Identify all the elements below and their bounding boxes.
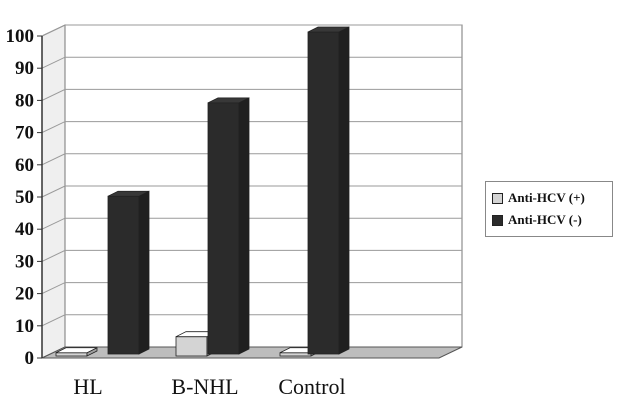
legend-label-anti-hcv-positive: Anti-HCV (+) [508,190,585,205]
bar-top [107,190,150,197]
chart-walls [41,24,463,359]
y-axis-ticks: 0 10 20 30 40 50 60 70 80 90 100 [6,26,42,369]
bar-front [307,31,340,355]
bar-front [175,336,208,357]
bar-top [55,347,98,354]
bars [55,26,350,357]
x-category-label: HL [73,374,102,399]
legend-swatch-anti-hcv-negative [492,214,503,226]
bar-side [138,190,150,355]
bar-side [238,97,250,355]
bar-front [207,102,240,355]
gridline [41,24,462,37]
bar-front [279,352,312,357]
y-tick-label: 30 [15,251,34,272]
y-tick-label: 80 [15,90,34,111]
y-tick-label: 50 [15,187,34,208]
bar-front [107,195,140,355]
y-tick-label: 40 [15,219,34,240]
y-tick-label: 70 [15,123,34,144]
legend-item-anti-hcv-negative: Anti-HCV (-) [492,212,582,228]
legend-item-anti-hcv-positive: Anti-HCV (+) [492,190,585,206]
bar-control-anti-hcv-negative [307,26,350,355]
x-category-label: B-NHL [171,374,238,399]
bar-hl-anti-hcv-negative [107,190,150,355]
y-tick-label: 90 [15,58,34,79]
bar-front [55,352,88,357]
bar-side [338,26,350,355]
y-tick-label: 60 [15,155,34,176]
y-tick-label: 10 [15,316,34,337]
floor-plane [41,346,463,359]
legend: Anti-HCV (+) Anti-HCV (-) [485,181,613,237]
y-tick-label: 100 [6,26,35,47]
x-category-label: Control [278,374,345,399]
y-tick-label: 0 [25,348,35,369]
legend-swatch-anti-hcv-positive [492,192,503,204]
x-axis-categories: HL B-NHL Control [73,374,345,399]
bar-top [207,97,250,104]
bar-top [307,26,350,33]
bar-hl-anti-hcv-positive [55,347,98,357]
y-tick-label: 20 [15,284,34,305]
bar-b-nhl-anti-hcv-negative [207,97,250,355]
legend-label-anti-hcv-negative: Anti-HCV (-) [508,212,582,227]
